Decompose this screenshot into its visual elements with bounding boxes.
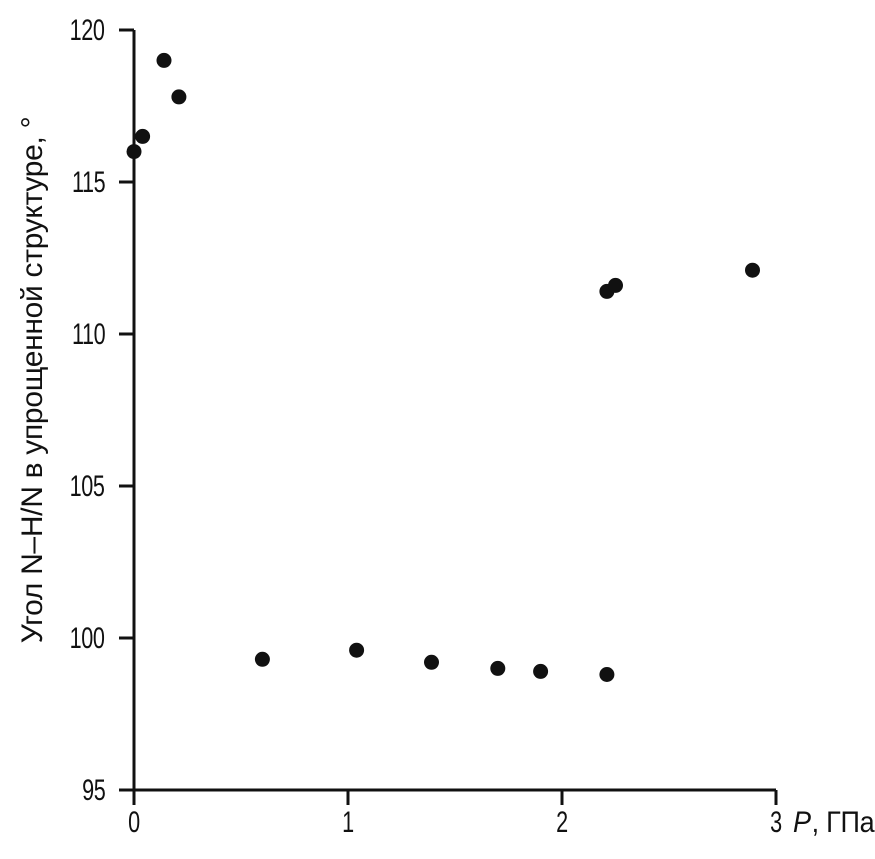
axis-lines bbox=[132, 30, 776, 792]
data-point bbox=[424, 654, 439, 670]
y-tick-label: 100 bbox=[70, 622, 105, 655]
data-point bbox=[254, 651, 270, 667]
y-tick-label: 110 bbox=[71, 318, 106, 351]
x-tick-label: 2 bbox=[556, 806, 568, 839]
data-point bbox=[599, 667, 615, 682]
y-axis-title: Угол N–H/N в упрощенной структуре, ° bbox=[16, 116, 49, 644]
x-axis-title: P, ГПа bbox=[793, 806, 875, 839]
data-point bbox=[171, 89, 187, 105]
y-tick-label: 105 bbox=[70, 470, 105, 503]
x-tick-label: 3 bbox=[770, 806, 782, 839]
x-axis-variable: P bbox=[793, 806, 811, 839]
y-tick-label: 120 bbox=[70, 14, 105, 47]
y-tick-label: 115 bbox=[71, 166, 106, 199]
y-tick-label: 95 bbox=[81, 774, 106, 807]
data-point bbox=[745, 262, 760, 278]
x-axis-unit: , ГПа bbox=[811, 806, 875, 839]
data-point bbox=[349, 642, 365, 658]
data-point bbox=[533, 663, 549, 679]
x-tick-label: 0 bbox=[128, 806, 140, 839]
data-point bbox=[156, 52, 172, 68]
x-tick-label: 1 bbox=[342, 806, 354, 839]
data-point bbox=[490, 660, 506, 676]
data-point bbox=[608, 277, 623, 293]
data-point bbox=[135, 128, 151, 144]
data-point bbox=[126, 144, 142, 160]
